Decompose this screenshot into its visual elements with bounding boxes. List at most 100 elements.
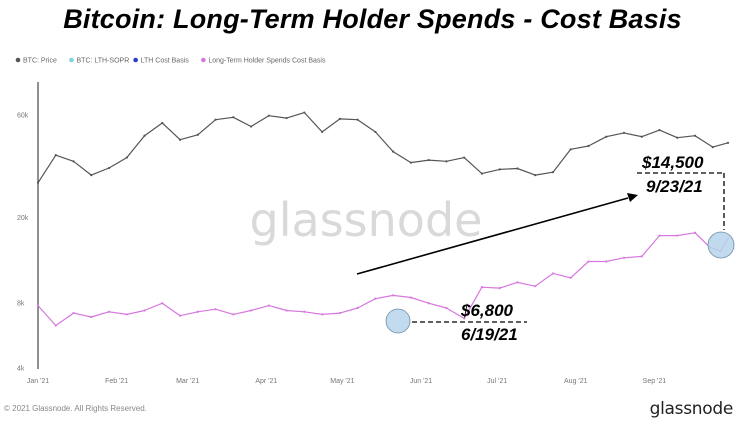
legend-label-2: LTH Cost Basis: [141, 58, 190, 65]
series-point-1: [125, 313, 128, 316]
x-tick-label: Feb '21: [105, 378, 128, 385]
series-point-1: [480, 286, 484, 289]
legend-marker-0: [15, 57, 21, 63]
series-point-0: [90, 174, 93, 177]
series-point-0: [374, 130, 377, 134]
series-point-1: [516, 281, 519, 284]
series-point-0: [214, 118, 217, 121]
series-point-0: [125, 156, 128, 159]
series-point-1: [392, 294, 395, 297]
legend: BTC: Price BTC: LTH-SOPR LTH Cost Basis Lon…: [15, 57, 326, 65]
series-point-1: [356, 306, 359, 310]
low-value-label: $6,800: [460, 301, 514, 320]
series-point-1: [569, 276, 572, 279]
series-point-0: [605, 135, 608, 138]
series-point-0: [409, 161, 413, 164]
series-point-1: [321, 313, 324, 316]
x-tick-label: Apr '21: [255, 378, 277, 385]
series-point-1: [54, 324, 57, 327]
y-axis: 4k 8k 20k 60k: [17, 112, 29, 372]
series-point-0: [249, 125, 253, 128]
chart-title: Bitcoin: Long-Term Holder Spends - Cost …: [63, 4, 682, 34]
x-tick-label: Sep '21: [643, 378, 667, 385]
legend-label-1: BTC: LTH-SOPR: [77, 58, 130, 65]
series-line-0: [37, 111, 729, 184]
series-point-0: [711, 146, 714, 149]
series-point-1: [232, 313, 235, 316]
series-point-0: [285, 116, 288, 120]
series-point-0: [463, 156, 466, 159]
series-point-1: [445, 306, 448, 310]
series-point-0: [498, 168, 501, 171]
series-point-0: [658, 128, 661, 132]
low-point-circle: [385, 308, 411, 334]
copyright-text: © 2021 Glassnode. All Rights Reserved.: [4, 404, 147, 413]
series-point-1: [409, 296, 413, 299]
series-point-1: [605, 260, 608, 263]
x-tick-label: Aug '21: [564, 378, 588, 385]
series-point-1: [463, 317, 466, 320]
series-point-0: [676, 136, 679, 139]
series-point-0: [726, 141, 730, 144]
series-point-1: [551, 272, 555, 275]
legend-label-0: BTC: Price: [23, 58, 57, 65]
series-point-1: [214, 308, 217, 311]
x-tick-label: Mar '21: [176, 378, 199, 385]
series-point-0: [36, 181, 40, 184]
series-point-0: [534, 174, 537, 177]
series-point-0: [569, 148, 572, 151]
series-point-1: [498, 287, 501, 290]
series-point-0: [640, 135, 643, 138]
legend-marker-1: [69, 57, 74, 63]
series-point-0: [72, 160, 75, 163]
x-tick-label: May '21: [330, 378, 354, 385]
series-point-0: [143, 134, 146, 137]
series-point-1: [693, 231, 697, 234]
series-point-1: [249, 309, 253, 312]
series-point-1: [196, 310, 199, 313]
series-point-0: [445, 160, 448, 163]
series-point-0: [693, 134, 697, 137]
series-point-1: [178, 314, 182, 317]
series-point-1: [285, 309, 288, 312]
series-point-1: [587, 260, 590, 263]
series-point-0: [303, 111, 306, 114]
series-point-0: [178, 138, 182, 141]
series-point-1: [374, 297, 377, 300]
series-point-0: [427, 158, 430, 162]
legend-marker-3: [201, 57, 206, 63]
y-tick-label: 4k: [17, 366, 25, 373]
series-point-0: [622, 131, 626, 134]
x-tick-label: Jul '21: [487, 378, 507, 385]
footer-brand: glassnode: [649, 399, 734, 419]
series-point-0: [161, 121, 164, 125]
series-point-0: [338, 117, 341, 120]
series-point-1: [338, 311, 341, 315]
series-point-1: [658, 234, 661, 237]
series-point-1: [676, 234, 679, 237]
y-tick-label: 60k: [17, 112, 29, 119]
series-point-0: [196, 133, 199, 136]
series-point-1: [427, 302, 430, 305]
series-point-0: [516, 167, 519, 170]
legend-label-3: Long-Term Holder Spends Cost Basis: [208, 58, 326, 65]
series-point-0: [551, 171, 555, 174]
series-point-0: [107, 166, 111, 170]
series-point-1: [90, 315, 93, 319]
high-date-label: 9/23/21: [646, 177, 703, 196]
series-point-1: [161, 302, 164, 305]
series-point-1: [622, 256, 626, 259]
legend-marker-2: [133, 57, 138, 63]
y-tick-label: 20k: [17, 215, 29, 222]
series-point-0: [232, 116, 235, 119]
trend-arrow-head: [627, 193, 638, 202]
series-point-1: [640, 255, 643, 258]
trend-arrow-line: [356, 197, 629, 275]
series-point-1: [267, 304, 270, 307]
series-point-0: [54, 154, 57, 157]
series-point-0: [480, 172, 484, 175]
series-point-0: [267, 114, 270, 117]
high-point-circle: [707, 231, 735, 259]
high-value-label: $14,500: [641, 153, 704, 172]
